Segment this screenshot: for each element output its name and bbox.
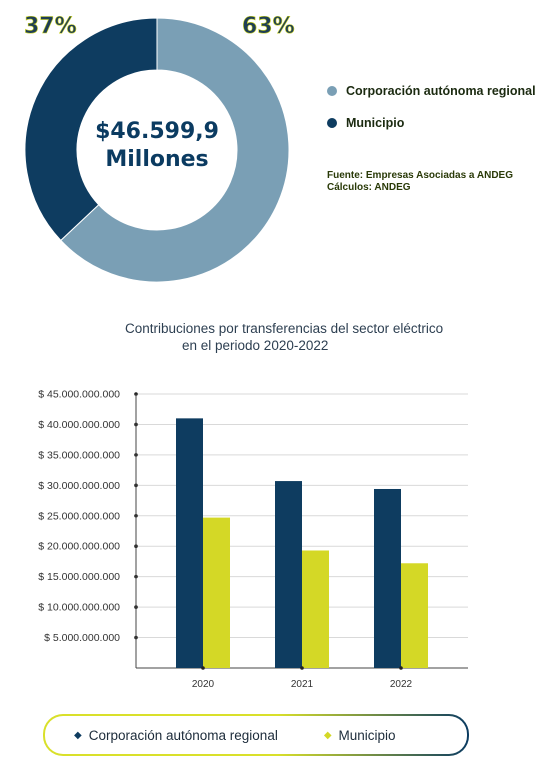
- bar-legend-label: Corporación autónoma regional: [88, 727, 278, 743]
- bar-legend-item-corporacion: ◆ Corporación autónoma regional: [74, 728, 278, 743]
- bar-municipio-2020: [203, 517, 230, 668]
- bar-chart-title: Contribuciones por transferencias del se…: [125, 320, 443, 354]
- y-tick-label: $ 30.000.000.000: [38, 480, 120, 492]
- legend-dot-icon: [327, 118, 337, 128]
- source-note: Fuente: Empresas Asociadas a ANDEG Cálcu…: [327, 170, 513, 194]
- donut-legend-item-municipio: Municipio: [327, 116, 536, 130]
- bar-chart-title-line2: en el periodo 2020-2022: [182, 338, 329, 353]
- x-tick-label: 2022: [390, 679, 413, 690]
- bar-corporacion-2022: [374, 488, 401, 668]
- donut-center-label: $46.599,9 Millones: [77, 118, 237, 174]
- donut-legend-label: Corporación autónoma regional: [346, 84, 536, 98]
- y-tick-label: $ 40.000.000.000: [38, 419, 120, 431]
- donut-center-unit: Millones: [105, 147, 209, 172]
- x-tick-mark: [399, 666, 403, 670]
- donut-center-value: $46.599,9: [95, 119, 219, 144]
- x-tick-label: 2020: [192, 679, 215, 690]
- bar-chart: $ 5.000.000.000 $ 10.000.000.000 $ 15.000.…: [38, 389, 468, 690]
- donut-slice-corporacion: [60, 17, 290, 283]
- donut-legend-label: Municipio: [346, 116, 405, 130]
- x-tick-label: 2021: [291, 679, 314, 690]
- source-line: Fuente: Empresas Asociadas a ANDEG: [327, 170, 513, 181]
- calc-line: Cálculos: ANDEG: [327, 182, 411, 193]
- y-tick-label: $ 5.000.000.000: [44, 632, 120, 644]
- bar-corporacion-2021: [275, 481, 302, 668]
- bar-municipio-2022: [401, 563, 428, 668]
- donut-pct-corporacion: 63%: [242, 14, 295, 40]
- diamond-icon: ◆: [74, 729, 82, 741]
- x-tick-mark: [201, 666, 205, 670]
- bar-legend-label: Municipio: [338, 727, 396, 743]
- y-tick-label: $ 10.000.000.000: [38, 602, 120, 614]
- bar-municipio-2021: [302, 550, 329, 668]
- bar-corporacion-2020: [176, 418, 203, 668]
- y-tick-label: $ 15.000.000.000: [38, 571, 120, 583]
- diamond-icon: ◆: [323, 729, 332, 741]
- x-tick-mark: [300, 666, 304, 670]
- donut-chart: [24, 17, 290, 283]
- y-tick-label: $ 35.000.000.000: [38, 449, 120, 461]
- bar-chart-legend: ◆ Corporación autónoma regional ◆ Munici…: [43, 714, 469, 756]
- donut-legend-item-corporacion: Corporación autónoma regional: [327, 84, 536, 98]
- y-tick-label: $ 20.000.000.000: [38, 541, 120, 553]
- legend-dot-icon: [327, 86, 337, 96]
- donut-slice-municipio: [24, 17, 158, 242]
- bar-legend-item-municipio: ◆ Municipio: [324, 728, 396, 743]
- bar-chart-title-line1: Contribuciones por transferencias del se…: [125, 321, 444, 336]
- y-tick-label: $ 25.000.000.000: [38, 510, 120, 522]
- donut-legend: Corporación autónoma regional Municipio: [327, 84, 536, 130]
- donut-pct-municipio: 37%: [24, 14, 77, 40]
- y-tick-label: $ 45.000.000.000: [38, 389, 120, 401]
